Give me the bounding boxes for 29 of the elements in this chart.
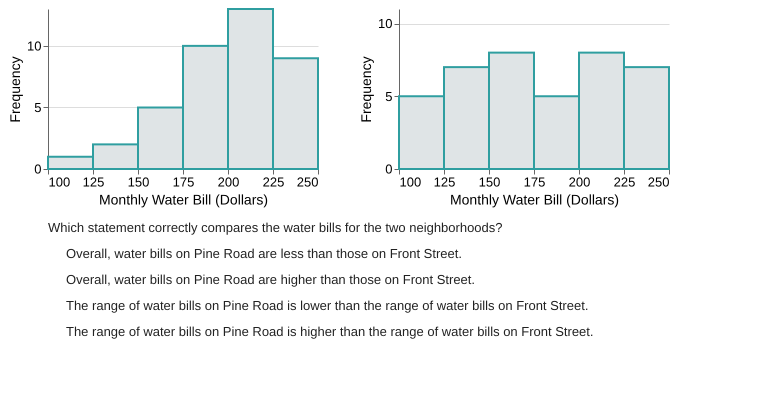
text: The range of water bills on Pine Road is lower than the range of water bills on Front Street. [66, 298, 588, 313]
x-tick-label: 200 [218, 174, 240, 190]
x-tick-label: 125 [434, 174, 456, 190]
y-axis-title: Frequency [7, 56, 24, 123]
x-tick-label: 150 [478, 174, 500, 190]
x-tick-label: 175 [172, 174, 194, 190]
x-tick-label: 150 [128, 174, 150, 190]
x-axis-title: Monthly Water Bill (Dollars) [98, 192, 268, 208]
text: Overall, water bills on Pine Road are higher than those on Front Street. [66, 272, 475, 287]
y-tick-label: 5 [34, 100, 42, 115]
x-axis-title: Monthly Water Bill (Dollars) [450, 192, 620, 208]
x-tick-label: 200 [568, 174, 590, 190]
x-tick-label: 100 [400, 174, 422, 190]
text: The range of water bills on Pine Road is higher than the range of water bills on Front Street. [66, 324, 594, 339]
x-tick-label: 125 [82, 174, 104, 190]
y-tick-label: 10 [27, 38, 42, 54]
x-tick-label: 225 [614, 174, 636, 190]
y-axis-title: Frequency [358, 56, 374, 123]
x-tick-label: 175 [524, 174, 546, 190]
x-tick-label: 250 [648, 174, 670, 190]
y-tick-label: 0 [34, 162, 42, 176]
text: Which statement correctly compares the water bills for the two neighborhoods? [48, 220, 502, 235]
y-tick-label: 10 [378, 16, 392, 32]
y-tick-label: 0 [385, 162, 392, 176]
text: Overall, water bills on Pine Road are less than those on Front Street. [66, 246, 462, 261]
x-tick-label: 100 [48, 174, 70, 190]
x-tick-label: 250 [296, 174, 318, 190]
y-tick-label: 5 [385, 88, 392, 104]
x-tick-label: 225 [262, 174, 284, 190]
